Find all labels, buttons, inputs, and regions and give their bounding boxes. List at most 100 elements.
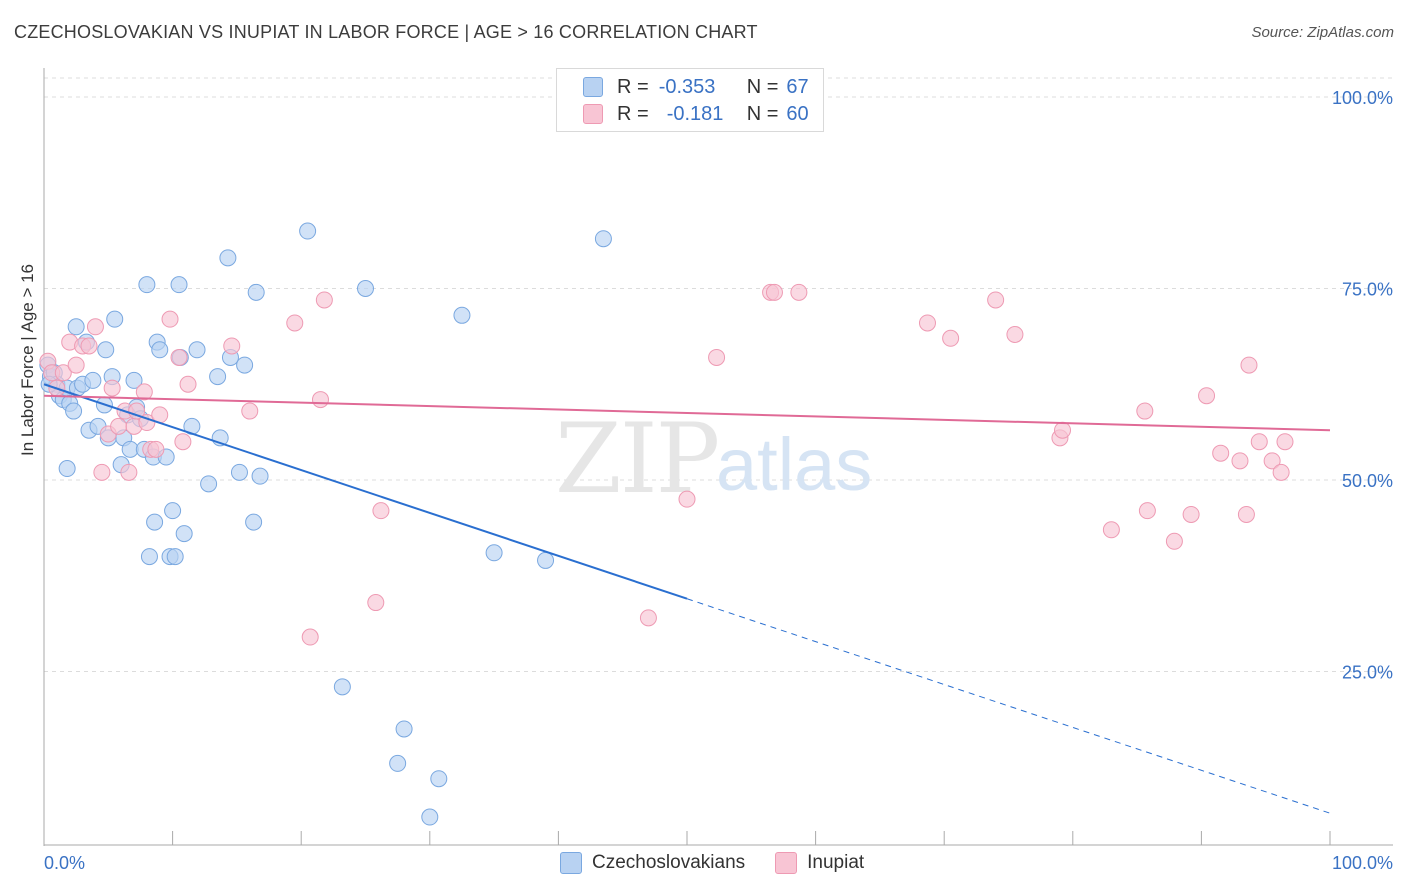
gridlines [44, 77, 1393, 672]
czechoslovakian-trend-extension [686, 598, 1331, 814]
source-label: Source: ZipAtlas.com [1251, 24, 1394, 41]
axes [43, 68, 1393, 846]
czechoslovakian-point [389, 754, 407, 772]
czechoslovakian-point [299, 222, 317, 240]
czechoslovakian-point [106, 310, 124, 328]
czechoslovakian-point [65, 402, 83, 420]
czechoslovakian-point [121, 440, 139, 458]
inupiat-point [223, 337, 241, 355]
inupiat-point [1136, 402, 1154, 420]
r-value: -0.181 [666, 102, 724, 125]
y-tick-label: 50.0% [1342, 471, 1393, 491]
czechoslovakian-point [357, 280, 374, 297]
czechoslovakian-point [230, 463, 248, 481]
czechoslovakian-points [39, 222, 612, 826]
inupiat-point [708, 348, 726, 366]
czechoslovakian-point [453, 306, 471, 324]
inupiat-trend-line [43, 394, 1331, 432]
czechoslovakian-point [485, 544, 503, 562]
watermark-atlas: atlas [716, 423, 872, 506]
pink-swatch [583, 104, 603, 124]
inupiat-point [1237, 505, 1255, 523]
czechoslovakian-point [209, 368, 227, 386]
inupiat-point [1138, 502, 1156, 520]
czechoslovakian-point [151, 341, 169, 359]
czechoslovakian-point [421, 808, 439, 826]
y-tick-label: 75.0% [1342, 280, 1393, 300]
czechoslovakian-point [219, 249, 237, 267]
czechoslovakian-point [140, 548, 158, 566]
inupiat-point [918, 314, 936, 332]
inupiat-point [135, 383, 153, 401]
inupiat-point [1054, 421, 1072, 439]
inupiat-point [639, 609, 657, 627]
inupiat-point [174, 433, 192, 451]
inupiat-point [110, 417, 128, 435]
legend-row-inupiat: R = -0.181 N = 60 [583, 100, 809, 128]
inupiat-point [80, 337, 98, 355]
inupiat-point [54, 364, 72, 382]
inupiat-point [987, 291, 1005, 309]
blue-swatch [560, 852, 582, 874]
czechoslovakian-trend-line [43, 383, 688, 600]
inupiat-point [1231, 452, 1249, 470]
inupiat-point [286, 314, 304, 332]
legend-item-czechoslovakians: Czechoslovakians [560, 852, 745, 874]
inupiat-point [1198, 387, 1216, 405]
inupiat-point [1006, 325, 1024, 343]
czechoslovakian-point [333, 678, 351, 696]
czechoslovakian-point [236, 356, 254, 374]
r-label: R = [617, 102, 649, 125]
y-tick-label: 25.0% [1342, 663, 1393, 683]
czechoslovakian-point [146, 513, 164, 531]
tick-labels: 25.0% 50.0% 75.0% 100.0% 0.0% 100.0% [44, 88, 1393, 873]
inupiat-point [1212, 444, 1230, 462]
inupiat-point [93, 463, 111, 481]
pink-swatch [775, 852, 798, 874]
czechoslovakian-point [430, 770, 448, 788]
inupiat-point [301, 628, 319, 646]
inupiat-point [128, 402, 146, 420]
inupiat-point [315, 291, 333, 309]
legend-item-inupiat: Inupiat [775, 852, 864, 874]
n-value: 67 [786, 75, 809, 98]
legend-label: Czechoslovakians [592, 852, 746, 873]
inupiat-points [39, 283, 1294, 646]
inupiat-point [120, 463, 138, 481]
czechoslovakian-point [537, 551, 555, 569]
inupiat-point [1250, 433, 1268, 451]
inupiat-point [241, 402, 259, 420]
czechoslovakian-point [164, 502, 182, 520]
series-legend: Czechoslovakians Inupiat [560, 852, 894, 874]
inupiat-point [1102, 521, 1120, 539]
r-value: -0.353 [658, 75, 716, 98]
czechoslovakian-point [175, 525, 193, 543]
inupiat-point [161, 310, 179, 328]
czechoslovakian-point [84, 371, 102, 389]
czechoslovakian-point [166, 548, 184, 566]
inupiat-point [170, 348, 188, 366]
trend-lines [43, 383, 1331, 814]
correlation-legend: R = -0.353 N = 67 R = -0.181 N = 60 [556, 68, 824, 132]
n-label: N = [746, 102, 779, 125]
inupiat-point [1276, 433, 1294, 451]
inupiat-point [372, 502, 390, 520]
n-value: 60 [786, 102, 809, 125]
inupiat-point [179, 375, 197, 393]
inupiat-point [1165, 532, 1183, 550]
n-label: N = [746, 75, 779, 98]
inupiat-point [103, 379, 121, 397]
inupiat-point [1240, 356, 1258, 374]
czechoslovakian-point [67, 318, 85, 336]
czechoslovakian-point [138, 276, 156, 294]
inupiat-point [790, 283, 808, 301]
inupiat-point [678, 490, 696, 508]
inupiat-point [1182, 505, 1200, 523]
inupiat-point [311, 391, 329, 409]
inupiat-point [138, 414, 156, 432]
inupiat-point [147, 440, 165, 458]
czechoslovakian-point [395, 720, 413, 738]
inupiat-point [942, 329, 960, 347]
czechoslovakian-point [97, 341, 115, 359]
